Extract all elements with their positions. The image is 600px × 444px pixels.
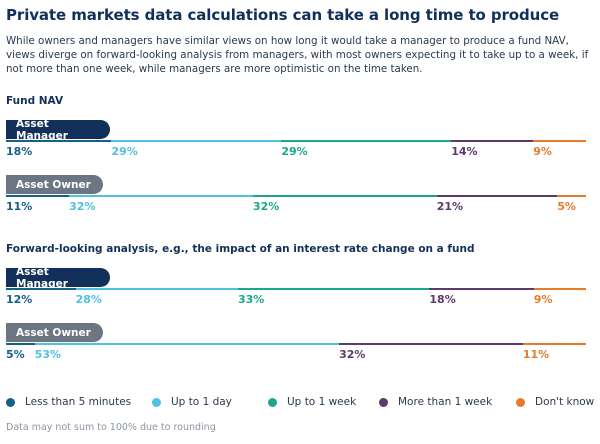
legend-swatch (268, 397, 277, 407)
data-label: 9% (533, 145, 552, 158)
legend-label: Less than 5 minutes (25, 396, 132, 408)
series-label-asset-manager: Asset Manager (6, 118, 110, 142)
legend-item-less-than-5-minutes: Less than 5 minutes (6, 396, 131, 408)
bar-segment-don-t-know (522, 343, 586, 345)
legend-label: More than 1 week (398, 396, 493, 408)
legend-label: Up to 1 day (171, 396, 232, 408)
bar-segment-up-to-1-week (281, 140, 452, 142)
section-title: Forward-looking analysis, e.g., the impa… (6, 243, 475, 255)
legend-swatch (152, 397, 161, 407)
data-label: 32% (69, 200, 96, 213)
bar-segment-less-than-5-minutes (6, 195, 70, 197)
legend-item-don-t-know: Don't know (516, 396, 594, 408)
section-title: Fund NAV (6, 95, 64, 107)
data-label: 21% (436, 200, 464, 213)
legend-label: Up to 1 week (287, 396, 357, 408)
bar-segment-don-t-know (557, 195, 586, 197)
data-label: 53% (34, 348, 62, 361)
bar-segment-don-t-know (533, 140, 586, 142)
data-label: 29% (111, 145, 138, 158)
data-label: 32% (252, 200, 280, 213)
data-label: 32% (339, 348, 366, 361)
data-label: 11% (6, 200, 33, 213)
chart-intro: While owners and managers have similar v… (6, 35, 589, 75)
legend-swatch (379, 397, 388, 407)
data-label: 5% (557, 200, 576, 213)
bar-segment-up-to-1-day (34, 343, 340, 345)
series-label-asset-owner: Asset Owner (6, 175, 103, 194)
bar-segment-up-to-1-day (111, 140, 282, 142)
bar-segment-don-t-know (533, 288, 586, 290)
data-label: 5% (6, 348, 25, 361)
bar-segment-more-than-1-week (436, 195, 558, 197)
legend-item-up-to-1-day: Up to 1 day (152, 396, 232, 408)
bar-segment-up-to-1-day (75, 288, 238, 290)
bar-segment-less-than-5-minutes (6, 343, 35, 345)
bar-segment-up-to-1-day (69, 195, 253, 197)
legend-swatch (516, 397, 525, 407)
legend: Less than 5 minutes Up to 1 day Up to 1 we… (6, 396, 596, 412)
legend-item-up-to-1-week: Up to 1 week (268, 396, 356, 408)
bar-segment-less-than-5-minutes (6, 140, 112, 142)
data-label: 33% (238, 293, 265, 306)
data-label: 14% (451, 145, 478, 158)
bar-segment-less-than-5-minutes (6, 288, 76, 290)
data-label: 9% (533, 293, 553, 306)
data-label: 18% (6, 145, 33, 158)
bar-segment-more-than-1-week (451, 140, 534, 142)
bar-segment-more-than-1-week (339, 343, 523, 345)
bar-segment-up-to-1-week (238, 288, 430, 290)
bar-segment-up-to-1-week (252, 195, 437, 197)
legend-swatch (6, 397, 15, 407)
data-label: 12% (6, 293, 33, 306)
footnote: Data may not sum to 100% due to rounding (6, 422, 216, 433)
data-label: 18% (429, 293, 456, 306)
data-label: 11% (522, 348, 550, 361)
data-label: 29% (281, 145, 308, 158)
series-label-asset-manager: Asset Manager (6, 266, 110, 290)
legend-item-more-than-1-week: More than 1 week (379, 396, 492, 408)
bar-segment-more-than-1-week (429, 288, 534, 290)
data-label: 28% (75, 293, 102, 306)
series-label-asset-owner: Asset Owner (6, 323, 103, 342)
chart-title: Private markets data calculations can ta… (6, 6, 560, 24)
legend-label: Don't know (535, 396, 595, 408)
